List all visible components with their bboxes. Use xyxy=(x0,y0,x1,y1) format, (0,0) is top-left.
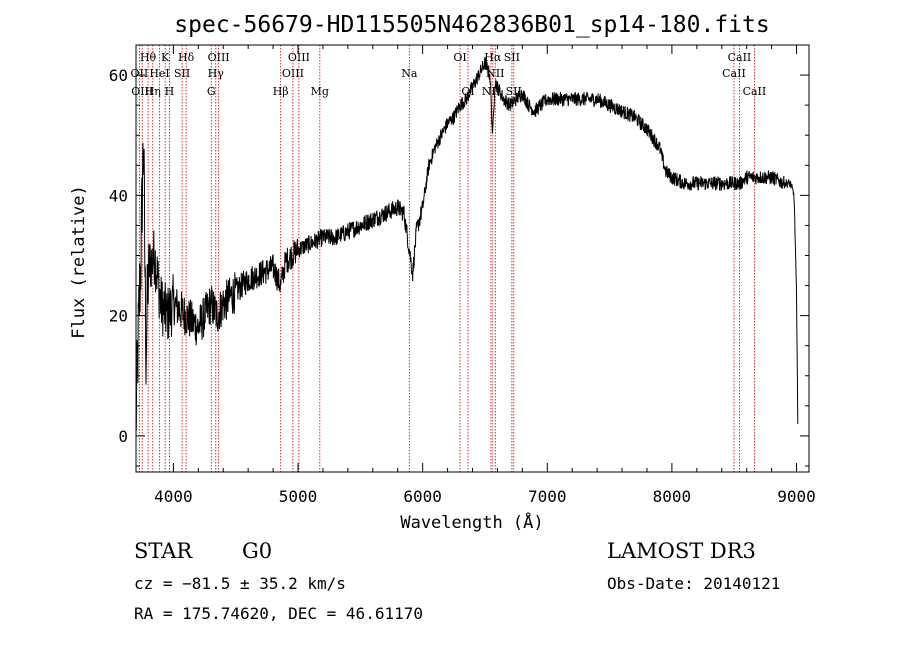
marker-label-9: OIII xyxy=(208,51,230,64)
survey-name: LAMOST DR3 xyxy=(607,539,756,563)
x-tick-label: 9000 xyxy=(777,487,816,506)
y-axis-label: Flux (relative) xyxy=(69,185,89,339)
marker-label-24: CaII xyxy=(728,51,752,64)
chart-title: spec-56679-HD115505N462836B01_sp14-180.f… xyxy=(174,12,769,38)
marker-label-16: Na xyxy=(401,67,418,80)
plot-frame xyxy=(135,44,810,473)
marker-label-6: SII xyxy=(174,67,190,80)
marker-label-20: SII xyxy=(504,51,520,64)
marker-label-0: Hθ xyxy=(140,51,157,64)
x-axis-ticks: 4000 5000 6000 7000 8000 9000 xyxy=(154,45,816,506)
observation-date: Obs-Date: 20140121 xyxy=(607,574,781,593)
x-axis-label: Wavelength (Å) xyxy=(400,511,543,533)
object-class: STAR xyxy=(134,539,193,563)
redshift-velocity: cz = −81.5 ± 35.2 km/s xyxy=(134,574,346,593)
x-tick-label: 6000 xyxy=(403,487,442,506)
marker-label-1: OII xyxy=(131,67,149,80)
marker-label-17: OI xyxy=(453,51,466,64)
marker-label-13: OIII xyxy=(288,51,310,64)
y-axis-ticks: 0 20 40 60 xyxy=(109,44,809,467)
marker-label-25: CaII xyxy=(722,67,746,80)
marker-label-5: K xyxy=(161,51,170,64)
marker-label-12: Hβ xyxy=(273,85,289,98)
x-tick-label: 4000 xyxy=(154,487,193,506)
y-tick-label: 0 xyxy=(118,427,128,446)
marker-label-3: HeI xyxy=(149,67,169,80)
marker-label-26: CaII xyxy=(743,85,767,98)
marker-label-11: G xyxy=(207,85,216,98)
marker-label-7: H xyxy=(165,85,175,98)
marker-label-14: OIII xyxy=(282,67,304,80)
marker-label-10: Hγ xyxy=(208,67,225,80)
marker-label-19: Hα xyxy=(484,51,502,64)
marker-label-21: NII xyxy=(486,67,504,80)
spectrum-line xyxy=(135,56,799,431)
y-tick-label: 20 xyxy=(109,307,128,326)
x-tick-label: 7000 xyxy=(528,487,567,506)
marker-label-2: OIII xyxy=(131,85,153,98)
marker-label-15: Mg xyxy=(311,85,329,98)
object-subclass: G0 xyxy=(242,539,273,563)
marker-label-4: Hη xyxy=(145,85,161,98)
coordinates: RA = 175.74620, DEC = 46.61170 xyxy=(134,604,423,623)
spectral-line-labels: Hθ OII OIII HeI Hη K SII H Hδ OIII Hγ G Hβ OIII OIII Mg… xyxy=(131,51,767,98)
y-tick-label: 40 xyxy=(109,186,128,205)
x-tick-label: 5000 xyxy=(279,487,318,506)
spectral-line-markers xyxy=(138,45,755,472)
y-tick-label: 60 xyxy=(109,66,128,85)
x-tick-label: 8000 xyxy=(653,487,692,506)
marker-label-8: Hδ xyxy=(178,51,195,64)
